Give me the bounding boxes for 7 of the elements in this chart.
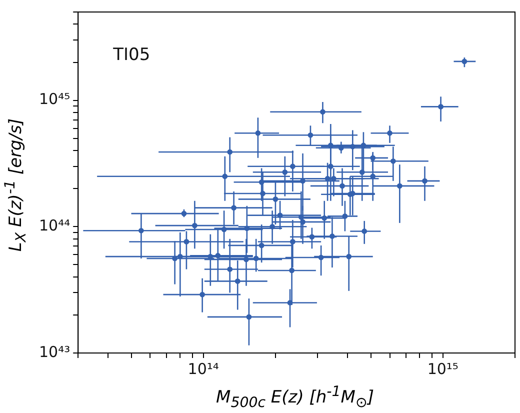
x-tick-label: 10¹⁴ bbox=[188, 360, 219, 378]
x-tick-label: 10¹⁵ bbox=[427, 360, 458, 378]
annotation: TI05 bbox=[112, 44, 150, 65]
y-tick-label: 10⁴³ bbox=[38, 342, 70, 361]
y-tick-label: 10⁴⁵ bbox=[38, 90, 70, 108]
x-axis-title: M$_{500c}$ E(z) [h$^{-1}$M$_{⊙}$] bbox=[215, 384, 375, 412]
y-tick-label: 10⁴⁴ bbox=[38, 216, 70, 235]
